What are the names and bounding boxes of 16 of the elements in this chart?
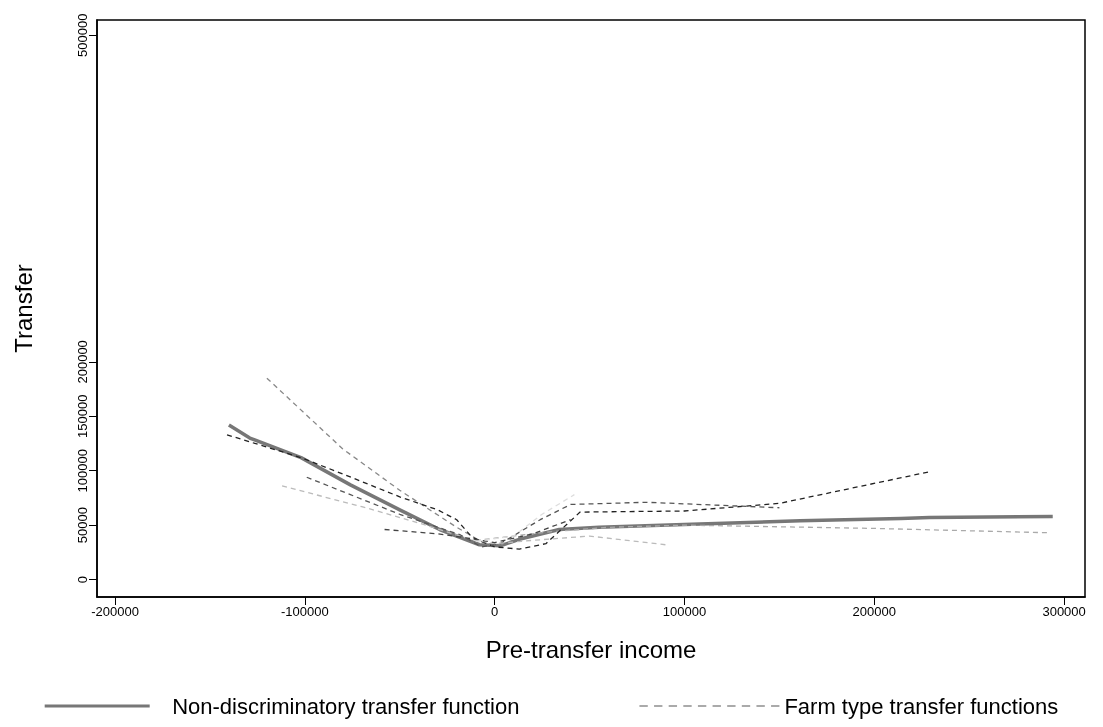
y-tick-label: 200000 (75, 340, 90, 384)
x-tick-label: -100000 (280, 604, 329, 619)
y-tick-label: 0 (75, 575, 90, 584)
x-axis-title: Pre-transfer income (485, 635, 697, 663)
x-tick-label: 300000 (1042, 604, 1086, 619)
x-tick-label: -200000 (91, 604, 139, 619)
y-tick-label: 500000 (75, 13, 90, 57)
legend-label: Farm type transfer functions (784, 693, 1059, 719)
x-tick-label: 100000 (662, 604, 707, 619)
y-axis-title: Transfer (9, 264, 37, 353)
y-tick-label: 50000 (75, 507, 90, 544)
y-tick-label: 100000 (75, 449, 90, 493)
legend-label: Non-discriminatory transfer function (172, 693, 520, 719)
y-tick-label: 150000 (75, 394, 90, 438)
x-tick-label: 200000 (852, 604, 896, 619)
x-tick-label: 0 (491, 604, 499, 619)
